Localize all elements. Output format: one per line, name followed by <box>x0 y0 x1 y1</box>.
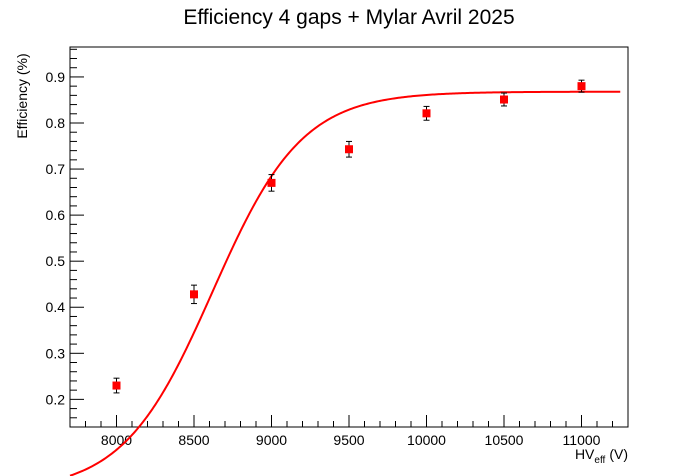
x-tick-label: 10500 <box>485 432 524 448</box>
x-axis-label-main: HV <box>575 446 595 462</box>
data-point <box>500 92 508 107</box>
x-tick-label: 11000 <box>563 432 601 448</box>
data-marker <box>500 95 508 104</box>
y-tick-label: 0.6 <box>46 207 66 223</box>
data-point <box>577 79 586 93</box>
plot-frame <box>69 46 629 428</box>
data-point <box>112 377 121 394</box>
data-point <box>267 174 276 192</box>
fit-curve <box>69 90 621 476</box>
data-marker <box>267 178 276 187</box>
points-group <box>112 79 586 394</box>
y-tick-label: 0.2 <box>46 391 66 407</box>
x-tick-label: 10000 <box>407 432 446 448</box>
y-tick-label: 0.7 <box>46 161 66 177</box>
data-marker <box>345 145 353 154</box>
x-tick-label: 8500 <box>178 432 209 448</box>
y-axis-label: Efficiency (%) <box>14 53 30 138</box>
y-tick-label: 0.9 <box>46 69 66 85</box>
chart-title: Efficiency 4 gaps + Mylar Avril 2025 <box>183 6 514 29</box>
fit-group <box>69 90 621 476</box>
data-marker <box>190 290 198 299</box>
data-marker <box>112 381 121 390</box>
data-point <box>190 284 198 305</box>
data-point <box>422 105 431 121</box>
y-tick-label: 0.4 <box>46 299 66 315</box>
x-axis-label-unit: (V) <box>609 446 628 462</box>
data-point <box>345 140 353 158</box>
x-tick-label: 9000 <box>256 432 287 448</box>
y-tick-label: 0.5 <box>46 253 66 269</box>
y-tick-label: 0.8 <box>46 115 66 131</box>
x-axis-label-sub: eff <box>594 455 605 466</box>
data-marker <box>577 82 586 91</box>
y-tick-label: 0.3 <box>46 345 66 361</box>
x-axis-label: HVeff (V) <box>575 446 628 466</box>
x-tick-label: 9500 <box>333 432 364 448</box>
axes: 8000 8500 9000 9500 10000 10500 110000.20.30.4… <box>46 46 629 448</box>
data-marker <box>422 109 431 118</box>
